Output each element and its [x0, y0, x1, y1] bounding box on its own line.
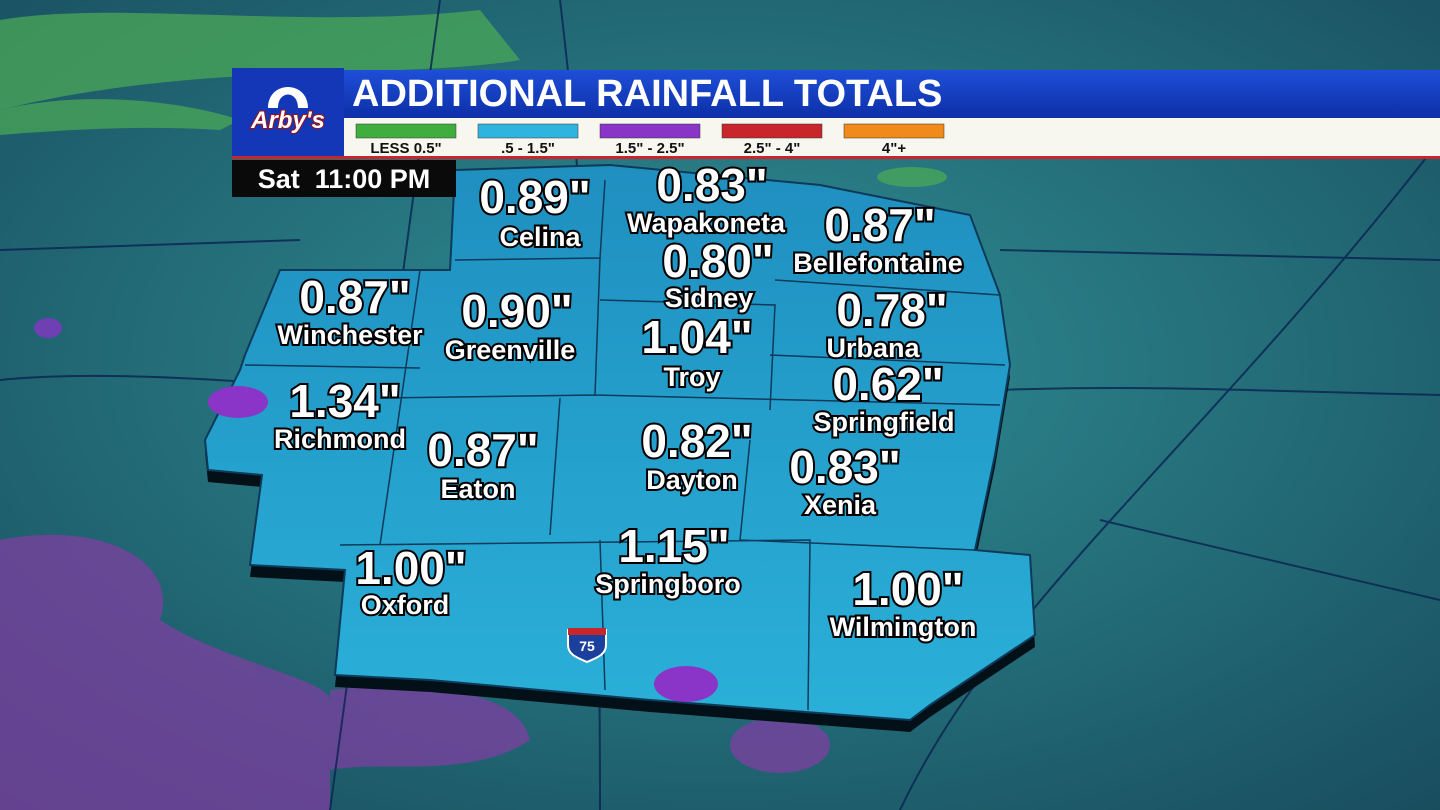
city-name: Dayton	[646, 465, 738, 495]
interstate-shield: 75	[567, 628, 607, 664]
city-name: Winchester	[277, 320, 423, 350]
rainfall-value: 1.15"	[618, 520, 729, 572]
city-name: Xenia	[804, 490, 877, 520]
rainfall-value: 0.82"	[641, 415, 752, 467]
legend-label: 4"+	[882, 140, 906, 157]
county-lines	[244, 179, 1006, 711]
legend-label: 1.5" - 2.5"	[615, 140, 684, 157]
rainfall-value: 0.89"	[479, 171, 590, 223]
rainfall-value: 1.00"	[852, 563, 963, 615]
rainfall-value: 1.04"	[641, 311, 752, 363]
legend-label: .5 - 1.5"	[501, 140, 555, 157]
rainfall-value: 0.83"	[789, 441, 900, 493]
legend-label: 2.5" - 4"	[744, 140, 801, 157]
city-name: Celina	[499, 222, 581, 252]
rainfall-value: 0.78"	[836, 284, 947, 336]
rainfall-value: 0.90"	[461, 285, 572, 337]
legend-swatch	[477, 123, 579, 139]
city-name: Oxford	[361, 590, 450, 620]
city-name: Springfield	[814, 407, 955, 437]
rainfall-value: 0.80"	[662, 235, 773, 287]
city-name: Greenville	[445, 335, 576, 365]
logo: Arby's	[250, 107, 325, 134]
rainfall-value: 0.62"	[832, 358, 943, 410]
rainfall-value: 1.34"	[289, 375, 400, 427]
title: ADDITIONAL RAINFALL TOTALS	[352, 73, 942, 115]
rainfall-value: 0.83"	[656, 159, 767, 211]
legend-swatch	[355, 123, 457, 139]
legend-swatch	[843, 123, 945, 139]
rainfall-value: 1.00"	[355, 542, 466, 594]
rain-area	[208, 386, 268, 418]
city-name: Urbana	[826, 333, 920, 363]
city-name: Springboro	[595, 569, 740, 599]
city-name: Eaton	[440, 474, 515, 504]
city-name: Sidney	[665, 283, 754, 313]
legend: LESS 0.5" .5 - 1.5" 1.5" - 2.5" 2.5" - 4" 4"…	[355, 123, 945, 157]
city-name: Wilmington	[830, 612, 977, 642]
rain-area	[654, 666, 718, 702]
city-name: Wapakoneta	[627, 208, 786, 238]
legend-swatch	[599, 123, 701, 139]
rainfall-value: 0.87"	[824, 199, 935, 251]
rainfall-value: 0.87"	[299, 271, 410, 323]
divider	[232, 156, 1440, 159]
title-band	[344, 70, 1440, 118]
time-box	[232, 160, 456, 197]
city-name: Richmond	[274, 424, 406, 454]
rain-areas	[0, 10, 947, 810]
city-name: Bellefontaine	[793, 248, 963, 278]
logo-hat	[268, 87, 308, 108]
rainfall-value: 0.87"	[427, 424, 538, 476]
time: Sat 11:00 PM	[258, 164, 431, 194]
interstate-number: 75	[579, 638, 595, 654]
city-name: Troy	[663, 362, 720, 392]
legend-label: LESS 0.5"	[370, 140, 441, 157]
legend-swatch	[721, 123, 823, 139]
logo-box	[232, 68, 344, 157]
